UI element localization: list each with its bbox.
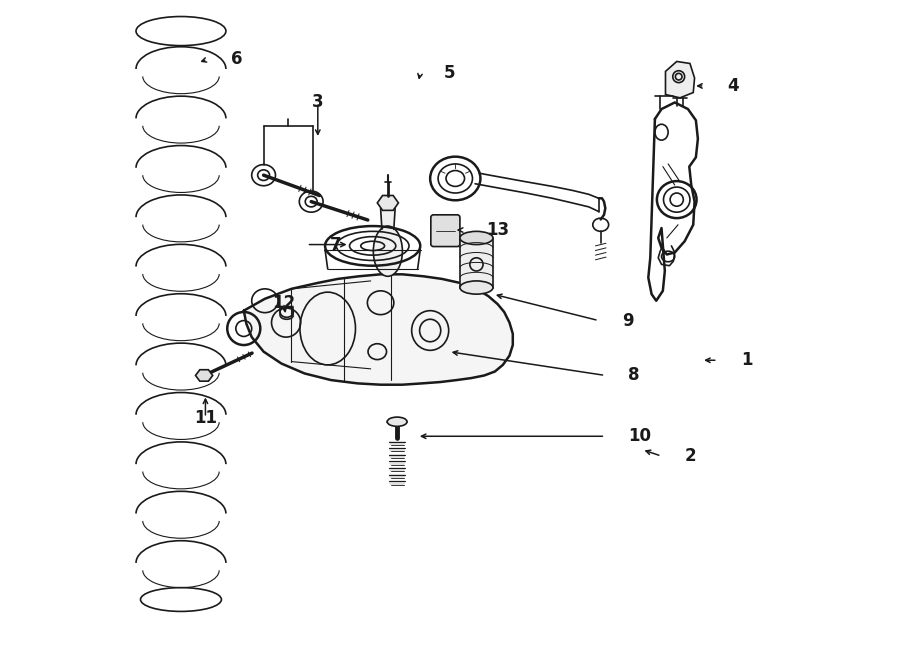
Text: 7: 7 <box>329 235 341 254</box>
Text: 6: 6 <box>230 50 242 69</box>
Polygon shape <box>389 461 405 465</box>
Polygon shape <box>377 196 399 210</box>
Ellipse shape <box>460 281 493 294</box>
FancyBboxPatch shape <box>431 215 460 247</box>
Polygon shape <box>389 475 405 478</box>
Text: 3: 3 <box>312 93 324 112</box>
Polygon shape <box>381 208 395 229</box>
Ellipse shape <box>460 231 493 245</box>
Text: 2: 2 <box>685 447 697 465</box>
Text: 5: 5 <box>444 63 454 82</box>
Text: 1: 1 <box>741 351 752 369</box>
Text: 4: 4 <box>727 77 739 95</box>
Polygon shape <box>389 481 405 485</box>
Ellipse shape <box>387 417 407 426</box>
Text: 10: 10 <box>628 427 652 446</box>
Polygon shape <box>389 455 405 458</box>
Ellipse shape <box>374 226 402 276</box>
Polygon shape <box>389 442 405 445</box>
Polygon shape <box>460 238 493 288</box>
Polygon shape <box>389 448 405 451</box>
Polygon shape <box>244 274 513 385</box>
Text: 8: 8 <box>628 366 640 385</box>
Text: 12: 12 <box>272 293 295 312</box>
Polygon shape <box>665 61 695 98</box>
Polygon shape <box>389 468 405 471</box>
Polygon shape <box>195 369 212 381</box>
Text: 11: 11 <box>194 408 217 427</box>
Text: 9: 9 <box>622 311 634 330</box>
Text: 13: 13 <box>486 221 508 239</box>
